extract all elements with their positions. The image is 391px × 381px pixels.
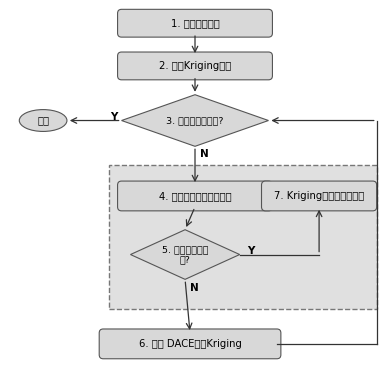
Text: 4. 优化最大方差进行采样: 4. 优化最大方差进行采样 [159,191,231,201]
Text: 5. 满足更新准则
吗?: 5. 满足更新准则 吗? [162,245,208,264]
Text: 2. 初始Kriging建模: 2. 初始Kriging建模 [159,61,231,71]
Text: 3. 满足模型精度吗?: 3. 满足模型精度吗? [166,116,224,125]
Text: Y: Y [110,112,118,122]
FancyBboxPatch shape [109,165,377,309]
FancyBboxPatch shape [118,52,273,80]
Polygon shape [131,230,240,279]
Text: 停止: 停止 [37,115,49,125]
FancyBboxPatch shape [99,329,281,359]
Text: N: N [190,283,199,293]
FancyBboxPatch shape [118,181,273,211]
Text: 6. 利用 DACE更新Kriging: 6. 利用 DACE更新Kriging [138,339,242,349]
Text: Y: Y [248,246,255,256]
FancyBboxPatch shape [262,181,377,211]
Ellipse shape [19,110,67,131]
Polygon shape [122,95,269,146]
Text: N: N [200,149,209,159]
Text: 1. 初始试验设计: 1. 初始试验设计 [170,18,219,28]
Text: 7. Kriging模型的堆叠构造: 7. Kriging模型的堆叠构造 [274,191,364,201]
FancyBboxPatch shape [118,9,273,37]
